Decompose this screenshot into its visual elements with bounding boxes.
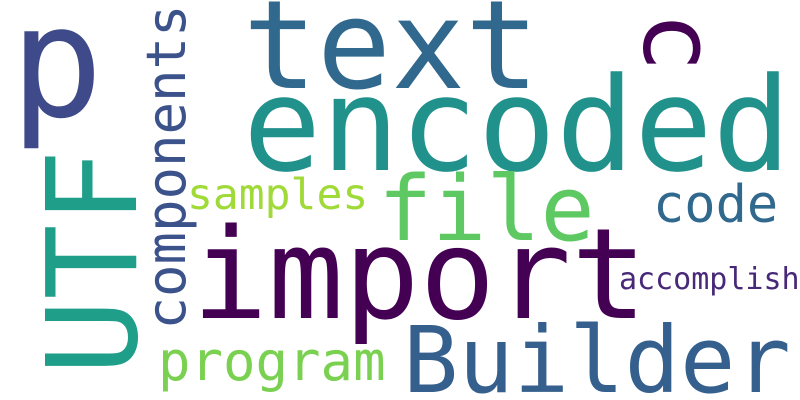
word: p <box>10 0 103 153</box>
word: encoded <box>243 49 791 201</box>
word: text <box>243 0 539 118</box>
word: samples <box>187 170 368 220</box>
word: Builder <box>403 307 791 400</box>
word: import <box>192 201 647 348</box>
word: UTF <box>21 149 166 375</box>
word: accomplish <box>619 262 800 297</box>
word: components <box>135 4 198 329</box>
word: file <box>378 157 595 262</box>
word: code <box>653 175 778 235</box>
word: c <box>621 12 738 72</box>
word: program <box>158 330 386 393</box>
